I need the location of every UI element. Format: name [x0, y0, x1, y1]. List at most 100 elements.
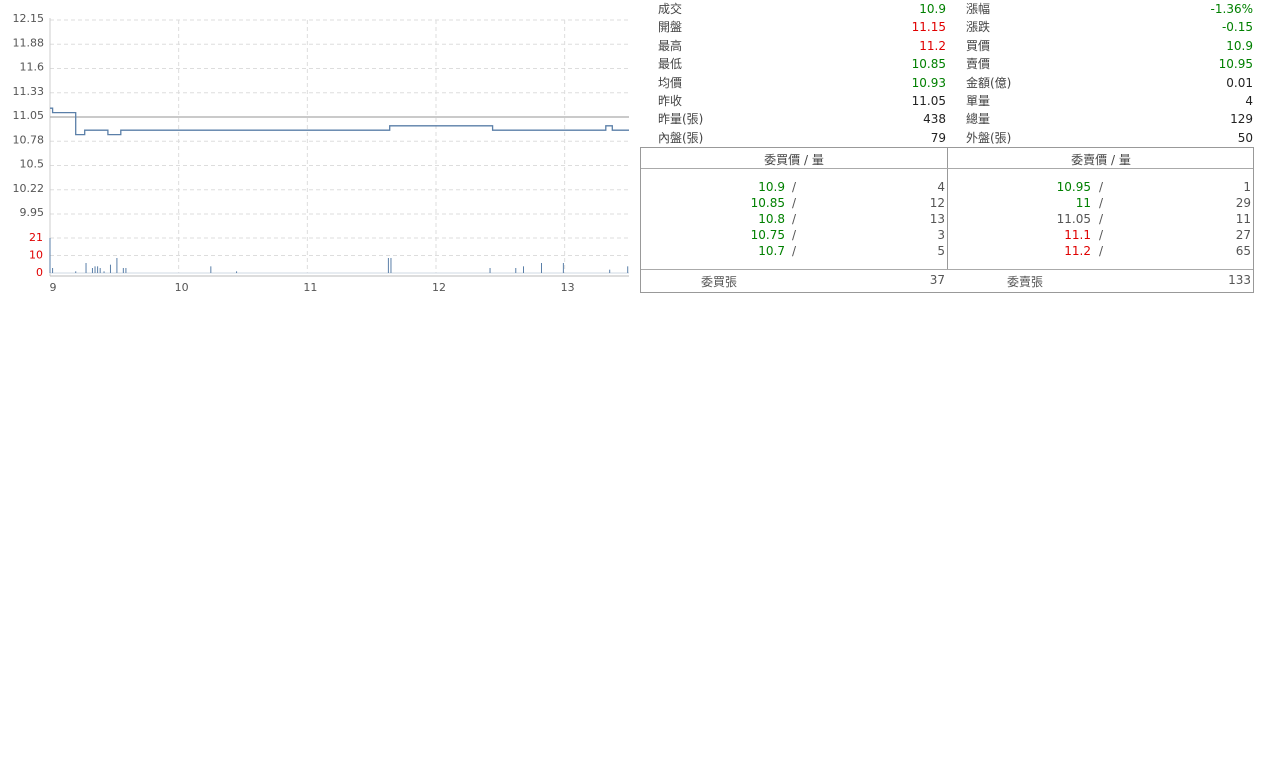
bid-slash: /: [792, 180, 797, 194]
ask-price: 11.1: [1064, 228, 1091, 242]
price-tick-label: 10.78: [13, 133, 45, 146]
quote-value: 10.9: [1226, 38, 1253, 53]
ask-price: 10.95: [1056, 180, 1091, 194]
ask-slash: /: [1099, 244, 1104, 258]
quote-label: 昨收: [658, 93, 683, 108]
ask-slash: /: [1099, 212, 1104, 226]
time-tick-label: 13: [561, 281, 575, 294]
ask-slash: /: [1099, 228, 1104, 242]
price-tick-label: 11.6: [20, 61, 45, 74]
intraday-chart: 12.15 11.88 11.6 11.33 11.05 10.78 10.5 10.22 9.…: [0, 0, 636, 300]
quote-value: 50: [1237, 130, 1253, 145]
quote-value: 10.95: [1218, 57, 1253, 72]
quote-label: 漲幅: [966, 2, 991, 16]
bid-total-label: 委買張: [701, 275, 738, 289]
quote-value: -1.36%: [1210, 2, 1253, 16]
bid-qty: 3: [937, 228, 945, 242]
quote-row: 內盤(張) 79 外盤(張) 50: [640, 129, 1254, 147]
quote-value: -0.15: [1221, 20, 1253, 35]
volume-tick-label: 21: [29, 231, 43, 244]
quote-row: 最低 10.85 賣價 10.95: [640, 55, 1254, 73]
order-book-footer-line: [641, 269, 1253, 270]
intraday-chart-svg: 12.15 11.88 11.6 11.33 11.05 10.78 10.5 10.22 9.…: [13, 12, 629, 294]
ask-qty: 27: [1235, 228, 1251, 242]
bid-price: 10.85: [750, 196, 785, 210]
quote-label: 買價: [966, 38, 991, 53]
ask-qty: 1: [1243, 180, 1251, 194]
quote-value: 11.2: [919, 38, 946, 53]
quote-label: 漲跌: [966, 20, 991, 35]
price-tick-label: 11.88: [13, 36, 45, 49]
bid-price: 10.75: [750, 228, 785, 242]
price-tick-label: 11.05: [13, 109, 45, 122]
order-book-header-line: [641, 168, 1253, 169]
bid-qty: 13: [929, 212, 945, 226]
price-tick-label: 9.95: [20, 206, 45, 219]
quote-value: 10.85: [911, 57, 946, 72]
quote-label: 昨量(張): [658, 112, 704, 127]
time-tick-label: 11: [303, 281, 317, 294]
quote-label: 均價: [658, 75, 683, 90]
quote-row: 開盤 11.15 漲跌 -0.15: [640, 18, 1254, 36]
bid-header: 委買價 / 量: [764, 153, 824, 167]
bid-price: 10.7: [758, 244, 785, 258]
ask-total-label: 委賣張: [1007, 275, 1044, 289]
time-tick-label: 10: [175, 281, 189, 294]
ask-total-value: 133: [1228, 273, 1251, 287]
bid-qty: 5: [937, 244, 945, 258]
volume-tick-label: 0: [36, 266, 43, 279]
ask-qty: 29: [1235, 196, 1251, 210]
bid-slash: /: [792, 196, 797, 210]
quote-value: 0.01: [1226, 75, 1253, 90]
quote-label: 最高: [658, 38, 683, 53]
quote-row: 成交 10.9 漲幅 -1.36%: [640, 0, 1254, 18]
ask-qty: 65: [1235, 244, 1251, 258]
bid-price: 10.9: [758, 180, 785, 194]
ask-price: 11: [1075, 196, 1091, 210]
time-tick-label: 12: [432, 281, 446, 294]
quote-value: 129: [1230, 112, 1253, 127]
quote-row: 昨收 11.05 單量 4: [640, 92, 1254, 110]
quote-label: 內盤(張): [658, 130, 704, 145]
bid-qty: 12: [929, 196, 945, 210]
ask-slash: /: [1099, 196, 1104, 210]
bid-qty: 4: [937, 180, 945, 194]
ask-price: 11.05: [1056, 212, 1091, 226]
price-tick-label: 11.33: [13, 85, 45, 98]
order-book: 委買價 / 量 委賣價 / 量 10.9 / 4 10.85 / 12 10.8…: [640, 147, 1254, 293]
quote-value: 11.05: [911, 93, 946, 108]
bid-slash: /: [792, 212, 797, 226]
quote-value: 438: [923, 112, 946, 127]
ask-price: 11.2: [1064, 244, 1091, 258]
quote-label: 最低: [658, 57, 683, 72]
bid-price: 10.8: [758, 212, 785, 226]
ask-slash: /: [1099, 180, 1104, 194]
quote-label: 賣價: [966, 57, 991, 72]
price-tick-label: 12.15: [13, 12, 45, 25]
quote-label: 開盤: [658, 20, 683, 35]
order-book-divider: [947, 148, 948, 269]
quote-value: 11.15: [911, 20, 946, 35]
quote-row: 均價 10.93 金額(億) 0.01: [640, 74, 1254, 92]
quote-label: 總量: [966, 112, 991, 127]
quote-value: 10.93: [911, 75, 946, 90]
quote-value: 79: [930, 130, 946, 145]
price-line: [50, 107, 629, 136]
time-tick-label: 9: [50, 281, 57, 294]
ask-header: 委賣價 / 量: [1071, 153, 1131, 167]
price-tick-label: 10.22: [13, 182, 45, 195]
quote-row: 最高 11.2 買價 10.9: [640, 37, 1254, 55]
quote-label: 外盤(張): [966, 130, 1012, 145]
quote-label: 金額(億): [966, 75, 1012, 90]
quote-value: 4: [1245, 93, 1253, 108]
price-tick-label: 10.5: [20, 158, 45, 171]
quote-label: 單量: [966, 93, 991, 108]
quote-panel: 成交 10.9 漲幅 -1.36% 開盤 11.15 漲跌 -0.15 最高 1…: [640, 0, 1254, 147]
quote-label: 成交: [658, 2, 683, 16]
bid-slash: /: [792, 244, 797, 258]
volume-tick-label: 10: [29, 249, 43, 262]
quote-row: 昨量(張) 438 總量 129: [640, 110, 1254, 128]
bid-total-value: 37: [929, 273, 945, 287]
ask-qty: 11: [1235, 212, 1251, 226]
quote-value: 10.9: [919, 2, 946, 16]
